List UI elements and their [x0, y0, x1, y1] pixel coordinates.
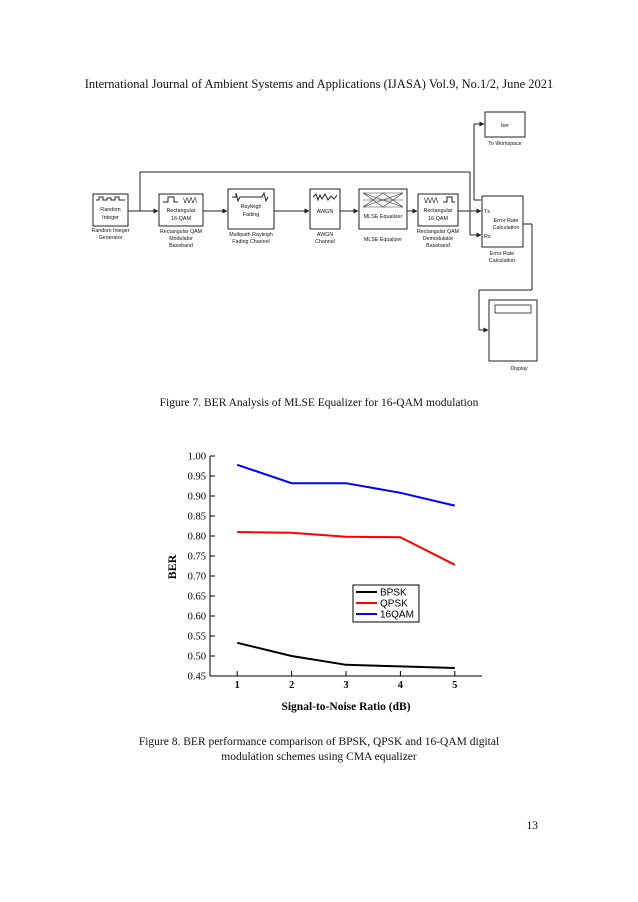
chart-x-tick-label: 4: [398, 680, 404, 691]
qam-demod-label-2: Demodulator: [423, 236, 454, 242]
mlse-label: MLSE Equalizer: [364, 237, 402, 243]
qam-mod-glyph: \/\/\/\: [183, 198, 197, 205]
qam-demod-inner-1: Rectangular: [423, 208, 452, 214]
signal-wires: [128, 121, 533, 333]
qam-mod-label-2: Modulator: [169, 236, 193, 242]
random-integer-inner-1: Random: [100, 207, 121, 213]
random-integer-inner-2: Integer: [102, 215, 119, 221]
display-block: Display: [488, 299, 538, 372]
rayleigh-label-1: Multipath Rayleigh: [229, 232, 273, 238]
error-rate-label-1: Error Rate: [490, 251, 514, 257]
mlse-inner: MLSE Equalizer: [364, 214, 403, 220]
figure8-caption-line-1: Figure 8. BER performance comparison of …: [138, 736, 500, 748]
series-line-qpsk: [237, 531, 456, 566]
qam-demod-label-3: Baseband: [426, 243, 450, 249]
journal-header: International Journal of Ambient Systems…: [84, 77, 554, 91]
error-rate-block: Tx Rx Error Rate Calculation Error Rate …: [481, 195, 524, 264]
error-rate-port-tx: Tx: [484, 209, 490, 215]
rayleigh-label-2: Fading Channel: [232, 239, 269, 245]
figure8-caption-line-2: modulation schemes using CMA equalizer: [221, 751, 417, 763]
figure7-caption: Figure 7. BER Analysis of MLSE Equalizer…: [159, 397, 479, 409]
qam-mod-inner-1: Rectangular: [166, 208, 195, 214]
awgn-label-1: AWGN: [317, 232, 333, 238]
rayleigh-fading-block: Rayleigh Fading Multipath Rayleigh Fadin…: [227, 188, 275, 245]
random-integer-label-2: Generator: [99, 235, 123, 241]
legend-label-bpsk: BPSK: [380, 588, 407, 599]
chart-series: [236, 463, 456, 669]
chart-y-tick-label: 0.70: [188, 572, 206, 583]
random-integer-label-1: Random Integer: [92, 228, 130, 234]
chart-y-tick-label: 0.85: [188, 512, 206, 523]
error-rate-inner-2: Calculation: [493, 225, 520, 231]
series-line-16qam: [236, 463, 456, 507]
chart-y-axis-label: BER: [165, 554, 179, 579]
chart-y-tick-label: 0.80: [188, 532, 206, 543]
error-rate-port-rx: Rx: [484, 234, 491, 240]
chart-x-tick-label: 1: [235, 680, 240, 691]
chart-x-tick-label: 2: [289, 680, 294, 691]
chart-x-tick-label: 5: [452, 680, 457, 691]
error-rate-label-2: Calculation: [489, 258, 515, 264]
legend-label-qpsk: QPSK: [380, 599, 408, 610]
figure8-caption: Figure 8. BER performance comparison of …: [0, 735, 638, 765]
qam-demod-glyph: \/\/\/\: [424, 198, 438, 205]
display-label: Display: [510, 366, 528, 372]
legend-label-16qam: 16QAM: [380, 610, 414, 621]
awgn-inner: AWGN: [317, 209, 334, 215]
rayleigh-inner-2: Fading: [243, 212, 259, 218]
qam-modulator-block: \/\/\/\ Rectangular 16-QAM Rectangular Q…: [158, 193, 204, 249]
qam-mod-inner-2: 16-QAM: [171, 216, 192, 222]
chart-y-tick-label: 0.45: [188, 672, 206, 683]
chart-y-tick-label: 0.60: [188, 612, 206, 623]
mlse-equalizer-block: MLSE Equalizer MLSE Equalizer: [358, 188, 408, 243]
to-workspace-block: ber To Workspace: [484, 111, 526, 147]
chart-y-tick-label: 0.75: [188, 552, 206, 563]
chart-x-axis-label: Signal-to-Noise Ratio (dB): [281, 701, 410, 713]
awgn-block: AWGN AWGN Channel: [309, 188, 341, 245]
chart-y-tick-label: 0.95: [188, 472, 206, 483]
chart-y-tick-label: 0.90: [188, 492, 206, 503]
chart-axes: 0.45 0.50 0.55 0.60 0.65 0.70 0.75 0.80 0.85 0.90…: [188, 452, 482, 691]
chart-x-tick-label: 3: [343, 680, 348, 691]
qam-demodulator-block: \/\/\/\ Rectangular 16-QAM Rectangular Q…: [417, 193, 459, 249]
qam-demod-inner-2: 16-QAM: [428, 216, 449, 222]
chart-y-tick-label: 0.50: [188, 652, 206, 663]
error-rate-inner-1: Error Rate: [494, 218, 519, 224]
page-number: 13: [526, 820, 539, 832]
to-workspace-inner: ber: [501, 123, 509, 129]
chart-y-tick-label: 1.00: [188, 452, 206, 463]
awgn-label-2: Channel: [315, 239, 335, 245]
to-workspace-label: To Workspace: [488, 141, 522, 147]
qam-mod-label-1: Rectangular QAM: [160, 229, 202, 235]
qam-mod-label-3: Baseband: [169, 243, 193, 249]
series-line-bpsk: [236, 641, 455, 669]
rayleigh-inner-1: Rayleigh: [241, 204, 262, 210]
random-integer-block: Random Integer Random Integer Generator: [92, 193, 130, 241]
chart-y-tick-label: 0.65: [188, 592, 206, 603]
chart-y-tick-label: 0.55: [188, 632, 206, 643]
qam-demod-label-1: Rectangular QAM: [417, 229, 459, 235]
